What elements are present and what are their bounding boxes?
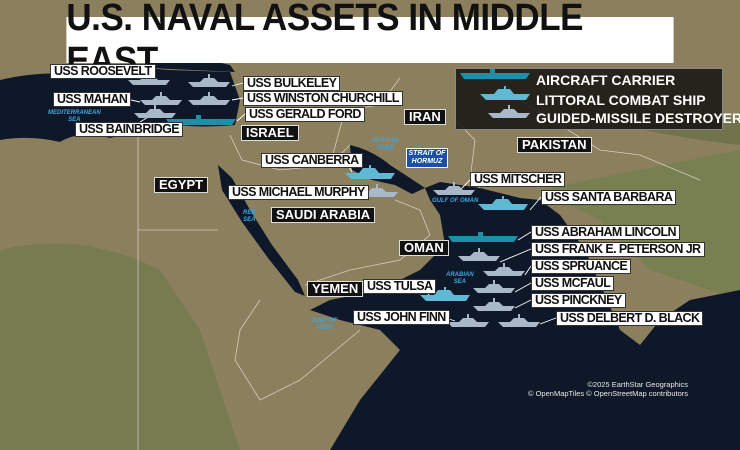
ship-label: USS BULKELEY xyxy=(243,76,341,91)
arabian-sea xyxy=(310,182,740,450)
persian-gulf xyxy=(350,145,425,194)
ship-label: USS MCFAUL xyxy=(531,276,615,291)
ship-label: USS TULSA xyxy=(363,279,437,294)
map-attribution: ©2025 EarthStar Geographics © OpenMapTil… xyxy=(527,380,688,398)
sea-label-gulf-of-oman: GULF OF OMAN xyxy=(432,198,479,204)
ship-label: USS GERALD FORD xyxy=(245,107,365,122)
legend-label: GUIDED-MISSILE DESTROYER xyxy=(536,110,740,126)
country-label-saudi-arabia: SAUDI ARABIA xyxy=(271,207,376,223)
legend-label: LITTORAL COMBAT SHIP xyxy=(536,92,706,108)
country-label-oman: OMAN xyxy=(399,240,449,256)
ship-label: USS JOHN FINN xyxy=(353,310,450,325)
ship-label: USS ABRAHAM LINCOLN xyxy=(531,225,680,240)
aircraft-carrier-icon xyxy=(460,69,530,79)
ship-label: USS WINSTON CHURCHILL xyxy=(243,91,403,106)
ship-label: USS FRANK E. PETERSON JR xyxy=(531,242,705,257)
ship-label: USS CANBERRA xyxy=(261,153,363,168)
country-label-israel: ISRAEL xyxy=(241,125,299,141)
ship-label: USS SPRUANCE xyxy=(531,259,632,274)
sea-label-mediterranean: MEDITERRANEAN SEA xyxy=(48,110,101,123)
sea-label-persian-gulf: PERSIAN GULF xyxy=(372,138,399,151)
country-label-iran: IRAN xyxy=(404,109,446,125)
sea-label-gulf-of-aden: GULF OF ADEN xyxy=(311,318,338,331)
ship-label: USS MAHAN xyxy=(53,92,132,107)
ship-label: USS ROOSEVELT xyxy=(50,64,156,79)
legend-label: AIRCRAFT CARRIER xyxy=(536,72,676,88)
country-label-yemen: YEMEN xyxy=(307,281,364,297)
legend: AIRCRAFT CARRIER LITTORAL COMBAT SHIP GU… xyxy=(455,68,740,130)
sea-label-arabian-sea: ARABIAN SEA xyxy=(446,272,474,285)
country-label-pakistan: PAKISTAN xyxy=(517,137,592,153)
ship-label: USS MITSCHER xyxy=(470,172,566,187)
strait-of-hormuz-label: STRAIT OF HORMUZ xyxy=(406,148,448,168)
sea-label-red-sea: RED SEA xyxy=(243,210,256,223)
page-title: U.S. NAVAL ASSETS IN MIDDLE EAST xyxy=(66,0,674,82)
ship-label: USS DELBERT D. BLACK xyxy=(556,311,704,326)
ship-label: USS MICHAEL MURPHY xyxy=(228,185,369,200)
ship-label: USS PINCKNEY xyxy=(531,293,626,308)
country-label-egypt: EGYPT xyxy=(154,177,209,193)
ship-label: USS BAINBRIDGE xyxy=(75,122,183,137)
ship-label: USS SANTA BARBARA xyxy=(541,190,677,205)
